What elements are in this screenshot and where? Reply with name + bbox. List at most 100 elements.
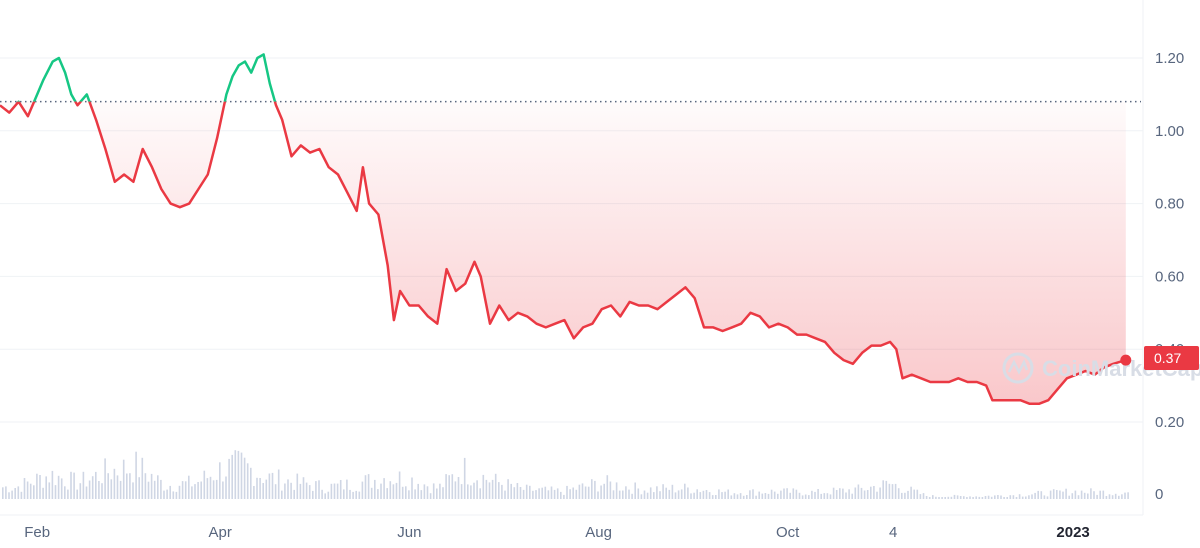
coinmarketcap-logo-mark: [1007, 358, 1029, 375]
volume-bar: [848, 489, 850, 499]
volume-bar: [491, 479, 494, 499]
volume-bar: [724, 491, 726, 499]
volume-bar: [603, 483, 605, 499]
volume-bar: [250, 467, 252, 499]
volume-bar: [959, 496, 962, 499]
volume-bar: [510, 483, 512, 499]
volume-bar: [479, 488, 481, 499]
volume-bar: [863, 490, 866, 499]
volume-bar: [702, 490, 705, 499]
volume-bar: [777, 493, 779, 499]
volume-bar: [386, 488, 388, 499]
volume-bar: [665, 487, 667, 499]
volume-bar: [941, 497, 943, 499]
volume-bar: [767, 493, 770, 499]
volume-bar: [656, 486, 658, 499]
volume-bar: [572, 487, 574, 499]
volume-bar: [820, 493, 822, 499]
volume-bar: [907, 490, 909, 499]
volume-bar: [73, 472, 75, 499]
volume-bar: [150, 473, 153, 499]
volume-bar: [866, 490, 869, 499]
volume-bar: [1043, 495, 1046, 499]
volume-bar: [752, 489, 754, 499]
volume-bar: [746, 495, 748, 499]
volume-bar: [476, 480, 478, 499]
volume-bar: [609, 481, 612, 499]
volume-bar: [219, 462, 221, 499]
volume-bar: [879, 487, 881, 499]
volume-bar: [330, 483, 333, 499]
volume-bar: [417, 483, 419, 499]
volume-bar: [873, 486, 875, 499]
volume-bar: [953, 494, 956, 499]
volume-bar: [891, 484, 894, 499]
volume-bar: [1071, 493, 1074, 499]
volume-bar: [513, 487, 516, 499]
volume-bar: [718, 489, 720, 499]
x-tick-label: Oct: [776, 524, 800, 541]
volume-bar: [1065, 488, 1067, 499]
volume-tick-label: 0: [1155, 486, 1163, 503]
volume-bar: [662, 484, 664, 499]
volume-bar: [1083, 492, 1086, 499]
volume-bar: [129, 473, 131, 499]
volume-bar: [212, 480, 215, 499]
volume-bar: [550, 486, 553, 499]
volume-bar: [1124, 492, 1126, 499]
volume-bar: [1096, 494, 1098, 499]
volume-bar: [711, 495, 714, 499]
volume-bar: [901, 492, 903, 499]
volume-bar: [104, 458, 106, 499]
volume-bar: [687, 487, 689, 499]
volume-bar: [1006, 497, 1008, 499]
volume-bar: [944, 497, 946, 499]
volume-bar: [147, 481, 150, 499]
volume-bar: [76, 489, 78, 499]
volume-bar: [290, 482, 292, 499]
volume-bar: [569, 489, 571, 499]
volume-bar: [442, 487, 444, 499]
volume-bar: [51, 470, 54, 499]
volume-bar: [237, 450, 240, 499]
volume-bar: [163, 490, 165, 499]
volume-bar: [318, 480, 320, 499]
volume-bar: [1068, 495, 1070, 499]
volume-bar: [1056, 490, 1058, 499]
volume-bar: [674, 492, 677, 499]
volume-bar: [922, 493, 925, 499]
volume-bar: [919, 494, 922, 499]
volume-bar: [20, 491, 23, 499]
volume-bar: [79, 483, 82, 499]
volume-bar: [671, 484, 674, 499]
volume-bar: [631, 493, 633, 499]
volume-bar: [795, 489, 798, 499]
volume-bar: [11, 490, 13, 499]
volume-bar: [178, 485, 181, 499]
volume-bar: [885, 480, 888, 499]
volume-bar: [897, 488, 900, 499]
volume-bar: [761, 493, 764, 499]
volume-bar: [2, 487, 4, 499]
volume-bar: [203, 470, 206, 499]
volume-bar: [411, 477, 413, 499]
volume-bar: [615, 482, 618, 499]
volume-bar: [482, 474, 485, 499]
volume-bar: [684, 483, 686, 499]
volume-bar: [116, 475, 119, 499]
volume-bar: [575, 489, 578, 499]
volume-bar: [894, 483, 897, 499]
volume-bar: [336, 483, 339, 499]
volume-bar: [786, 488, 788, 499]
volume-bar: [556, 488, 559, 499]
volume-bar: [377, 489, 379, 499]
volume-bar: [566, 485, 568, 499]
volume-bar: [1021, 496, 1024, 499]
volume-bar: [153, 480, 156, 499]
volume-bar: [126, 473, 128, 499]
volume-bar: [228, 458, 230, 499]
volume-bar: [367, 474, 370, 499]
volume-bar: [395, 482, 398, 499]
volume-bar: [23, 478, 26, 499]
volume-bar: [956, 495, 959, 499]
